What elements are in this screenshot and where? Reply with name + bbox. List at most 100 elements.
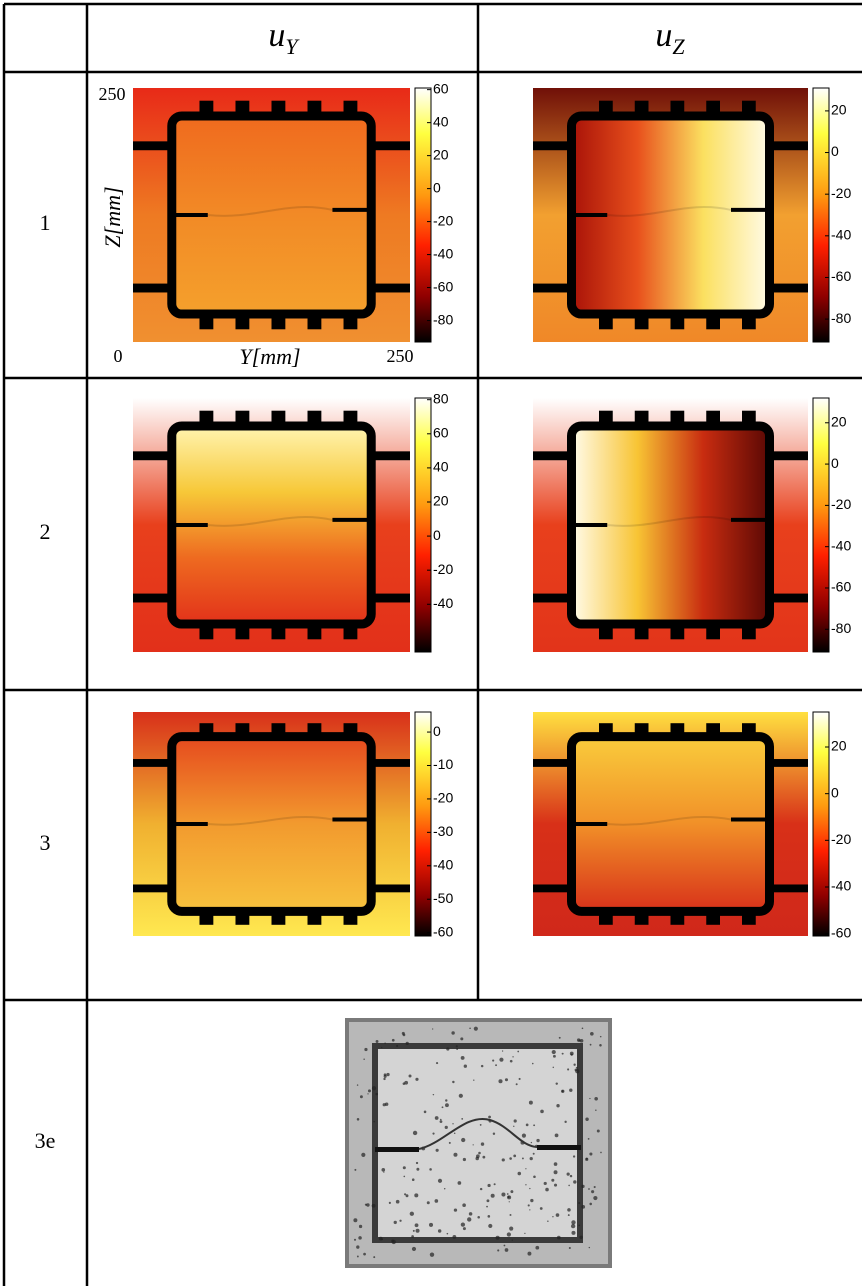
photo-speckle	[373, 1256, 376, 1259]
photo-speckle	[479, 1187, 483, 1191]
colorbar-tick-label: -20	[433, 212, 453, 228]
photo-speckle	[462, 1157, 467, 1162]
frame-bar	[133, 451, 172, 461]
photo-speckle	[506, 1232, 511, 1237]
frame-tooth	[235, 100, 250, 114]
frame-tooth	[307, 913, 322, 925]
colorbar-tick-label: 0	[831, 455, 839, 471]
photo-speckle	[578, 1224, 581, 1227]
frame-bar	[769, 759, 808, 767]
photo-speckle	[517, 1050, 520, 1053]
photo-speckle	[383, 1073, 387, 1076]
photo-speckle	[446, 1232, 449, 1235]
frame-tooth	[235, 723, 250, 735]
photo-speckle	[455, 1045, 458, 1048]
photo-speckle	[525, 1168, 527, 1170]
frame-tooth	[307, 626, 322, 640]
colorbar-tick-label: -40	[433, 856, 453, 872]
photo-speckle	[509, 1213, 512, 1216]
frame-tooth	[271, 316, 286, 330]
photo-speckle	[585, 1117, 589, 1121]
photo-speckle	[364, 1047, 368, 1052]
photo-speckle	[543, 1181, 547, 1186]
photo-speckle	[366, 1203, 370, 1207]
frame-bar	[133, 759, 172, 767]
frame-tooth	[742, 723, 756, 735]
photo-speckle	[453, 1152, 458, 1157]
photo-speckle	[576, 1038, 581, 1042]
frame-tooth	[199, 913, 214, 925]
photo-speckle	[570, 1223, 576, 1229]
photo-speckle	[590, 1031, 594, 1036]
photo-speckle	[354, 1168, 357, 1171]
colorbar-tick-label: -80	[831, 310, 851, 326]
photo-speckle	[513, 1154, 517, 1158]
photo-speckle	[555, 1213, 560, 1217]
photo-speckle	[501, 1192, 506, 1197]
photo-notch	[537, 1145, 581, 1150]
frame-bar	[371, 759, 410, 767]
colorbar-tick-label: 20	[831, 738, 847, 754]
frame-tooth	[271, 626, 286, 640]
frame-tooth	[742, 316, 756, 330]
photo-speckle	[539, 1207, 543, 1210]
frame-tooth	[199, 723, 214, 735]
photo-speckle	[588, 1188, 590, 1190]
colorbar-tick-label: 80	[433, 390, 449, 406]
photo-speckle	[529, 1156, 533, 1161]
frame-tooth	[199, 100, 214, 114]
colorbar-tick-label: 60	[433, 80, 449, 96]
photo-speckle	[405, 1194, 409, 1198]
photo-speckle	[547, 1220, 549, 1223]
photo-speckle	[452, 1123, 454, 1125]
photo-speckle	[391, 1239, 396, 1245]
photo-speckle	[456, 1048, 459, 1050]
colorbar-tick-label: -60	[831, 579, 851, 595]
frame-bar	[371, 593, 410, 603]
frame-tooth	[706, 410, 720, 424]
colorbar-tick-label: -30	[433, 823, 453, 839]
frame-tooth	[599, 626, 613, 640]
photo-speckle	[581, 1184, 585, 1188]
frame-tooth	[670, 626, 685, 640]
photo-speckle	[462, 1227, 466, 1231]
colorbar-tick-label: 0	[433, 527, 441, 543]
frame-tooth	[271, 723, 286, 735]
photo-speckle	[415, 1228, 420, 1233]
photo-speckle	[575, 1066, 578, 1069]
crack	[607, 516, 732, 527]
photo-speckle	[587, 1137, 590, 1140]
frame-tooth	[343, 316, 358, 330]
frame-tooth	[307, 723, 322, 735]
frame-tooth	[634, 626, 649, 640]
photo-speckle	[510, 1190, 514, 1194]
photo-speckle	[509, 1226, 514, 1231]
frame-tooth	[670, 316, 685, 330]
photo-speckle	[378, 1236, 383, 1241]
y-axis-max: 250	[99, 84, 126, 104]
colorbar	[414, 397, 432, 653]
colorbar	[812, 87, 830, 343]
photo-speckle	[529, 1187, 531, 1190]
frame-tooth	[599, 410, 613, 424]
frame-bar	[769, 283, 808, 293]
frame-tooth	[634, 913, 649, 925]
photo-speckle	[477, 1216, 480, 1219]
photo-speckle	[393, 1220, 397, 1225]
photo-speckle	[356, 1245, 360, 1249]
frame-tooth	[199, 410, 214, 424]
photo-speckle	[448, 1141, 451, 1144]
frame-tooth	[670, 410, 685, 424]
colorbar-tick-label: -40	[831, 227, 851, 243]
photo-speckle	[452, 1235, 457, 1239]
photo-speckle	[589, 1152, 593, 1156]
photo-speckle	[480, 1064, 484, 1068]
photo-speckle	[593, 1185, 596, 1189]
colorbar-tick-label: -40	[831, 537, 851, 553]
photo-speckle	[553, 1054, 556, 1058]
colorbar-tick-label: 20	[433, 493, 449, 509]
specimen-field	[133, 398, 410, 652]
colorbar	[812, 711, 830, 937]
photo-speckle	[414, 1223, 419, 1228]
